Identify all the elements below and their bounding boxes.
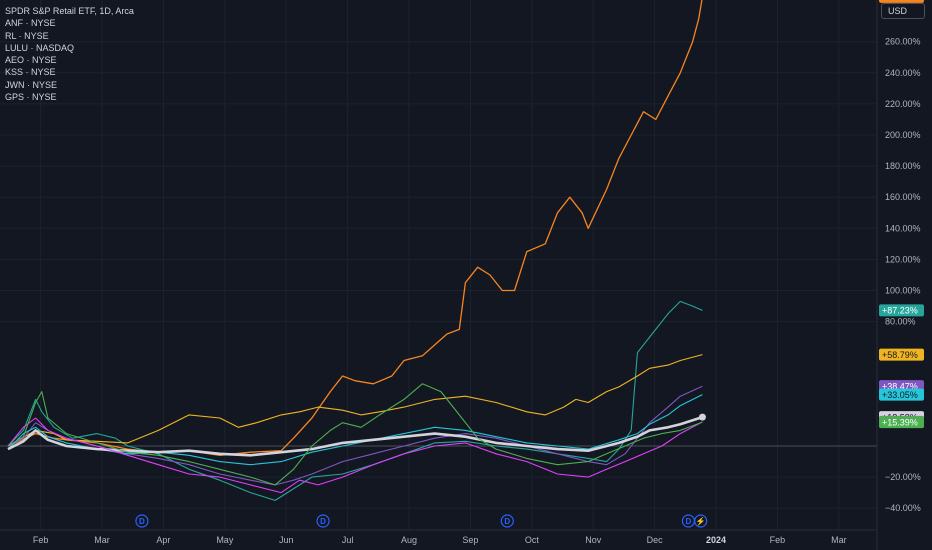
event-marker-circle (694, 514, 708, 528)
x-tick-label: Sep (462, 535, 478, 545)
x-axis: Feb Mar Apr May Jun Jul Aug Sep Oct Nov Dec 2024 Feb… (0, 529, 877, 545)
legend-item-rl[interactable]: RL · NYSE (5, 30, 49, 41)
event-marker-label: D (504, 517, 510, 526)
value-badge-label: +58.79% (882, 350, 918, 360)
event-marker-label: D (320, 517, 326, 526)
value-badge-label: +38.47% (882, 381, 918, 391)
series-end-dot (698, 413, 706, 421)
y-axis-background (877, 0, 932, 550)
legend-item-aeo[interactable]: AEO · NYSE (5, 55, 57, 66)
legend-item-anf[interactable]: ANF · NYSE (5, 18, 56, 29)
x-tick-label: 2024 (706, 535, 726, 545)
series-lines (7, 0, 706, 501)
x-tick-label: Feb (33, 535, 49, 545)
x-tick-label: Apr (156, 535, 170, 545)
series-line-rl[interactable] (7, 300, 703, 501)
value-badge-rl: +87.23% (879, 304, 924, 317)
chart-legend: SPDR S&P Retail ETF, 1D, Arca ANF · NYSE… (5, 5, 134, 103)
earnings-marker-icon[interactable]: ⚡ (694, 514, 708, 528)
series-line-jwn[interactable] (7, 417, 703, 494)
value-badge-label: +288.82% (882, 0, 923, 2)
legend-item-xrt[interactable]: SPDR S&P Retail ETF, 1D, Arca (5, 6, 134, 16)
x-tick-label: Dec (647, 535, 664, 545)
y-tick-label: 140.00% (885, 223, 921, 233)
x-tick-label: Jul (342, 535, 354, 545)
legend-item-kss[interactable]: KSS · NYSE (5, 67, 56, 78)
y-tick-label: 100.00% (885, 286, 921, 296)
value-badge-label: +33.05% (882, 390, 918, 400)
series-line-gps[interactable] (7, 383, 703, 486)
value-badge-anf: +288.82% (879, 0, 924, 3)
legend-item-gps[interactable]: GPS · NYSE (5, 92, 57, 103)
x-tick-label: Aug (401, 535, 417, 545)
event-marker-label: ⚡ (696, 516, 706, 526)
y-tick-label: −40.00% (885, 503, 921, 513)
series-line-lulu[interactable] (7, 354, 703, 447)
dividend-marker-icon[interactable]: D (500, 514, 514, 528)
legend-item-jwn[interactable]: JWN · NYSE (5, 79, 58, 90)
x-tick-label: Oct (525, 535, 540, 545)
currency-button[interactable]: USD (881, 3, 925, 19)
dividend-marker-icon[interactable]: D (316, 514, 330, 528)
value-badge-lulu: +58.79% (879, 348, 924, 361)
series-line-spdr[interactable] (7, 415, 703, 457)
value-badge-kss: +33.05% (879, 388, 924, 401)
y-tick-label: 220.00% (885, 99, 921, 109)
x-tick-label: May (216, 535, 234, 545)
dividend-marker-icon[interactable]: D (135, 514, 149, 528)
y-tick-label: −20.00% (885, 472, 921, 482)
series-line-kss[interactable] (7, 394, 703, 466)
value-badge-label: +87.23% (882, 306, 918, 316)
x-tick-label: Feb (770, 535, 786, 545)
y-tick-label: 120.00% (885, 254, 921, 264)
x-tick-label: Nov (585, 535, 602, 545)
event-marker-circle (135, 514, 149, 528)
event-marker-circle (500, 514, 514, 528)
y-tick-label: 200.00% (885, 130, 921, 140)
y-tick-label: 260.00% (885, 37, 921, 47)
x-tick-label: Jun (279, 535, 294, 545)
y-axis: 260.00% 240.00% 220.00% 200.00% 180.00% 160.0… (876, 0, 932, 550)
value-badge-bg (879, 0, 924, 3)
x-tick-label: Mar (94, 535, 110, 545)
value-badge-label: +15.39% (882, 417, 918, 427)
value-badge-bg (879, 304, 924, 317)
event-markers: D D D D ⚡ (135, 514, 708, 528)
value-badge-gps: +15.39% (879, 416, 924, 429)
y-tick-label: 180.00% (885, 161, 921, 171)
event-marker-label: D (686, 517, 692, 526)
last-value-badges: +288.82%+87.23%+58.79%+38.47%+33.05%+18.… (879, 0, 924, 429)
x-tick-label: Mar (831, 535, 847, 545)
y-tick-label: 160.00% (885, 192, 921, 202)
event-marker-label: D (139, 517, 145, 526)
y-tick-label: 80.00% (885, 317, 916, 327)
value-badge-bg (879, 388, 924, 401)
legend-item-lulu[interactable]: LULU · NASDAQ (5, 42, 75, 53)
value-badge-bg (879, 348, 924, 361)
value-badge-bg (879, 416, 924, 429)
dividend-marker-icon[interactable]: D (681, 514, 696, 528)
y-tick-label: 240.00% (885, 68, 921, 78)
event-marker-circle (316, 514, 330, 528)
